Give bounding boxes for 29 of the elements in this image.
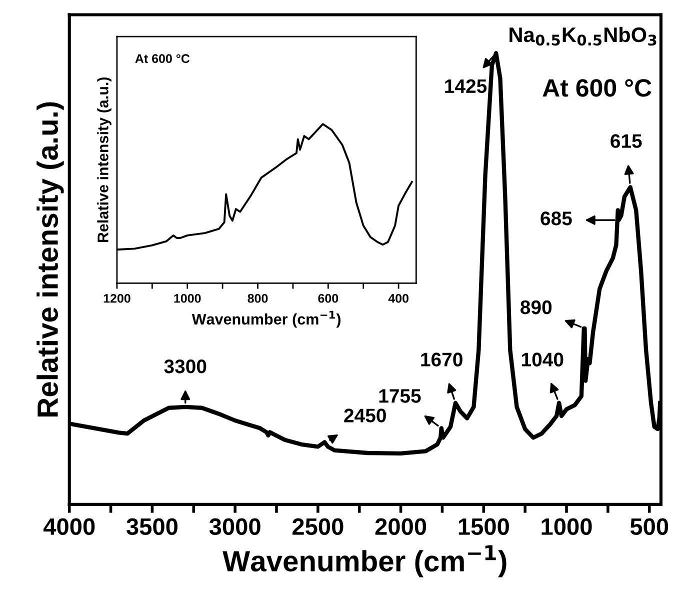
annotation: At 600 °C bbox=[135, 54, 190, 64]
annotation: 890 bbox=[520, 300, 552, 314]
annotation: 1755 bbox=[379, 389, 421, 403]
x-tick-label: 4000 bbox=[43, 518, 95, 535]
annotation: 615 bbox=[610, 134, 642, 148]
x-tick-label: 1500 bbox=[458, 518, 509, 535]
x-tick-label: 800 bbox=[248, 294, 268, 303]
x-tick-label: 2000 bbox=[375, 518, 426, 535]
y-axis-title: Relative intensity (a.u.) bbox=[36, 102, 64, 416]
x-tick-label: 3000 bbox=[209, 518, 260, 536]
x-tick-label: 3500 bbox=[126, 518, 178, 536]
x-tick-label: 600 bbox=[318, 294, 338, 303]
x-tick-label: 500 bbox=[630, 518, 668, 535]
x-axis-title: Wavenumber (cm$^{−1}$) bbox=[222, 545, 506, 578]
x-tick-label: 1000 bbox=[542, 518, 592, 535]
annotation: 685 bbox=[540, 212, 572, 226]
annotation: 1425 bbox=[445, 79, 487, 94]
x-tick-label: 1000 bbox=[174, 294, 201, 303]
x-tick-label: 400 bbox=[388, 294, 408, 303]
annotation: 2450 bbox=[344, 408, 386, 422]
x-axis-title: Wavenumber (cm$^{−1}$) bbox=[192, 310, 340, 328]
annotation: 3300 bbox=[164, 360, 206, 374]
y-axis-title: Relative intensity (a.u.) bbox=[97, 77, 112, 242]
text: Na$_{0.5}$K$_{0.5}$NbO$_{3}$ bbox=[510, 26, 656, 46]
annotation: 1670 bbox=[421, 352, 462, 366]
x-tick-label: 1200 bbox=[104, 294, 130, 303]
x-tick-label: 2500 bbox=[292, 518, 344, 535]
annotation: 1040 bbox=[522, 352, 564, 366]
annotation: At 600 °C bbox=[542, 79, 652, 97]
